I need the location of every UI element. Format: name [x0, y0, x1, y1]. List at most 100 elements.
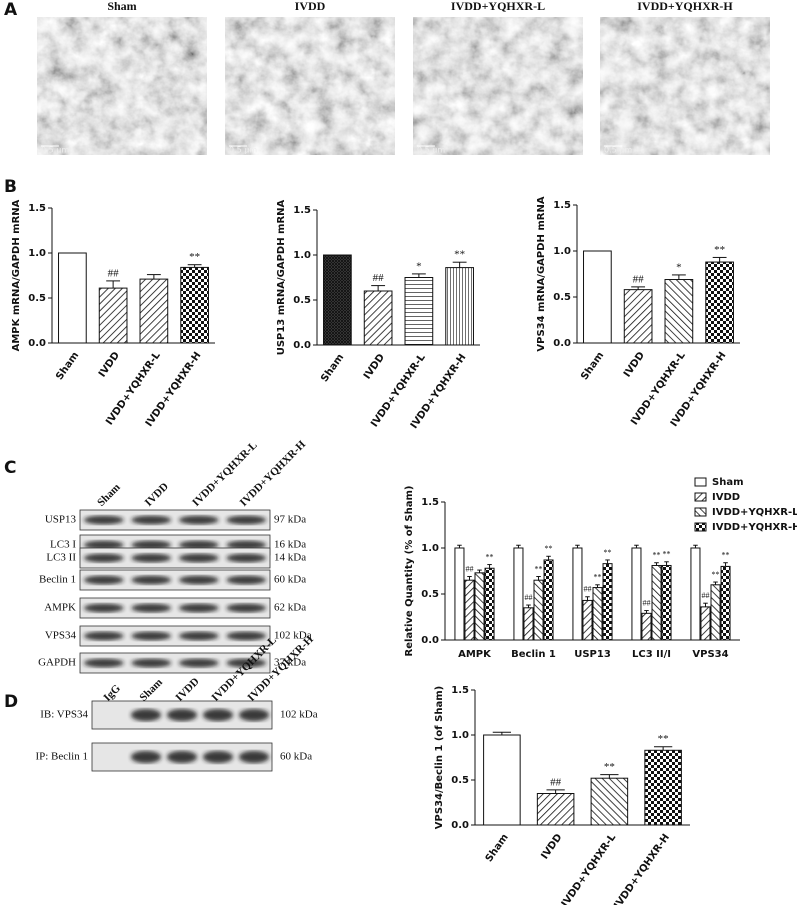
error-bar	[146, 274, 161, 280]
blot-band	[178, 515, 219, 525]
legend-label: IVDD+YQHXR-H	[712, 522, 797, 533]
significance-label: ##	[583, 585, 591, 594]
y-tick-label: 0.0	[421, 635, 439, 646]
error-bar	[371, 285, 386, 291]
error-bar	[600, 774, 619, 779]
error-bar	[595, 584, 600, 588]
error-bar	[644, 610, 649, 614]
blot-band	[83, 658, 124, 668]
bar	[523, 607, 534, 641]
error-bar	[703, 602, 708, 607]
y-tick-label: 1.5	[293, 205, 311, 216]
error-bar	[654, 562, 659, 566]
y-tick-label: 0.0	[553, 338, 571, 349]
y-axis-title: AMPK mRNA/GAPDH mRNA	[11, 199, 22, 351]
y-tick-label: 0.5	[421, 589, 439, 600]
blot-band	[178, 603, 219, 613]
y-tick-label: 1.5	[28, 203, 46, 214]
legend-swatch	[694, 477, 707, 487]
lane-label: Sham	[95, 481, 123, 509]
blot-strip	[79, 547, 271, 569]
bar	[572, 547, 583, 641]
blot-band	[166, 750, 198, 764]
error-bar	[693, 544, 698, 548]
error-bar	[467, 576, 472, 581]
legend-label: IVDD	[712, 492, 740, 503]
blot-band	[166, 708, 198, 722]
y-tick-label: 0.0	[293, 340, 311, 351]
error-bar	[634, 544, 639, 548]
significance-label: **	[653, 551, 661, 560]
bar	[631, 547, 642, 641]
bar	[644, 749, 682, 826]
blot-band	[131, 658, 172, 668]
y-tick-label: 1.0	[28, 248, 46, 259]
blot-band	[178, 658, 219, 668]
significance-label: **	[594, 573, 602, 582]
bar	[484, 567, 495, 641]
bar	[664, 279, 694, 344]
blot-band	[178, 631, 219, 641]
y-tick-label: 0.5	[293, 295, 311, 306]
error-bar	[526, 604, 531, 608]
x-tick-label: Sham	[579, 350, 606, 382]
bar	[513, 547, 524, 641]
bar	[543, 559, 554, 641]
blot-strip	[79, 597, 271, 619]
y-tick-label: 1.0	[553, 246, 571, 257]
legend-swatch	[694, 507, 707, 517]
panel-letter: D	[4, 692, 18, 712]
bar	[445, 267, 474, 346]
x-tick-label: IVDD	[622, 350, 647, 379]
y-tick-label: 0.5	[451, 775, 469, 786]
bar	[690, 547, 701, 641]
bar	[363, 290, 393, 346]
y-axis-title: Relative Quantity (% of Sham)	[404, 486, 415, 657]
significance-label: **	[604, 761, 615, 773]
error-bar	[536, 576, 541, 581]
blot-band	[83, 603, 124, 613]
blot-band	[131, 631, 172, 641]
micrograph	[600, 17, 770, 155]
significance-label: **	[722, 551, 730, 560]
significance-label: **	[545, 544, 553, 553]
error-bar	[477, 569, 482, 573]
error-bar	[187, 264, 202, 268]
bar	[58, 252, 87, 344]
scale-label: 0.5 μm	[229, 146, 257, 155]
kda-label: 102 kDa	[274, 630, 312, 642]
error-bar	[546, 789, 565, 794]
kda-label: 60 kDa	[274, 574, 306, 586]
bar	[700, 606, 711, 641]
blot-band	[83, 540, 124, 550]
y-tick-label: 0.5	[553, 292, 571, 303]
error-bar	[411, 273, 426, 278]
significance-label: ##	[465, 564, 473, 573]
x-tick-label: USP13	[574, 649, 611, 660]
significance-label: **	[535, 564, 543, 573]
x-tick-label: AMPK	[458, 649, 492, 660]
kda-label: 16 kDa	[274, 539, 306, 551]
row-label: IP: Beclin 1	[35, 751, 88, 763]
error-bar	[457, 544, 462, 548]
blot-band	[226, 575, 267, 585]
kda-label: 14 kDa	[274, 552, 306, 564]
x-tick-label: IVDD	[539, 832, 564, 861]
error-bar	[713, 581, 718, 585]
bar	[710, 584, 721, 641]
panel-letter: B	[4, 177, 17, 197]
bar	[590, 777, 629, 826]
micrograph	[413, 17, 583, 155]
lane-label: Sham	[137, 676, 165, 704]
blot-band	[131, 603, 172, 613]
blot-band	[130, 750, 162, 764]
blot-band	[131, 515, 172, 525]
lane-label: IVDD	[173, 676, 201, 704]
bar	[404, 277, 434, 346]
significance-label: ##	[633, 273, 645, 285]
blot-band	[83, 515, 124, 525]
y-tick-label: 1.5	[451, 685, 469, 696]
blot-band	[238, 750, 270, 764]
legend-label: Sham	[712, 477, 744, 488]
blot-band	[226, 603, 267, 613]
